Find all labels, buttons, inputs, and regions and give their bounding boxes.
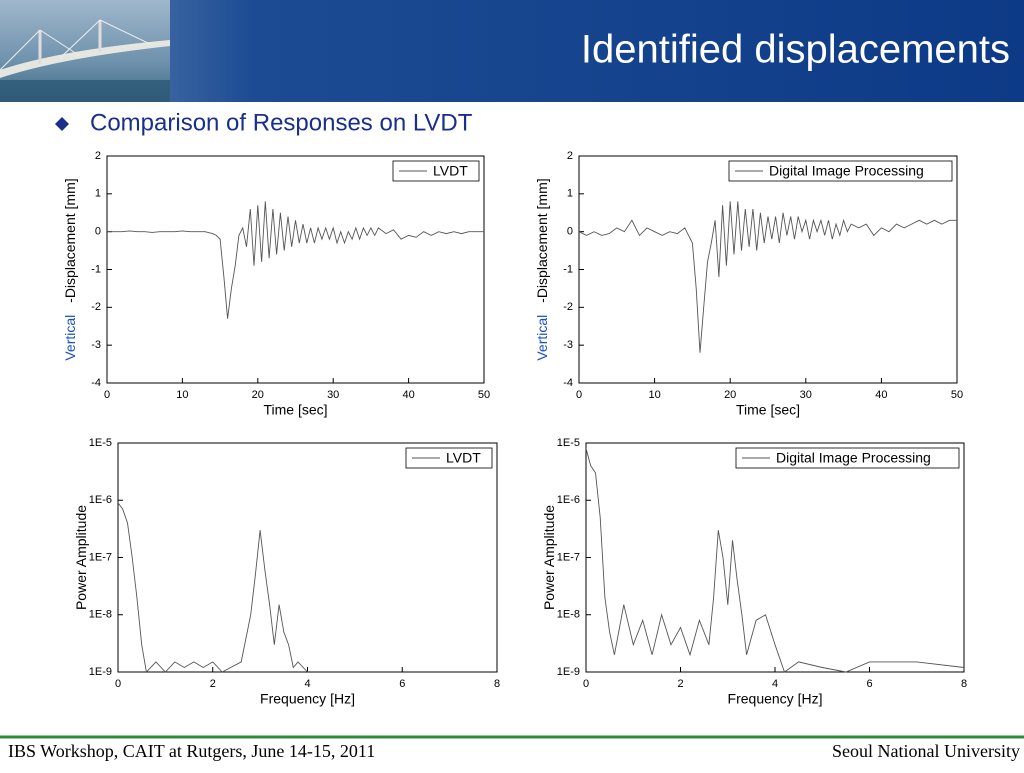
x-tick-label: 6 xyxy=(866,678,872,690)
y-axis-label-main: Power Amplitude xyxy=(73,505,89,610)
y-tick-label: -2 xyxy=(563,301,573,313)
y-axis-label: Power Amplitude xyxy=(73,505,89,610)
x-tick-label: 4 xyxy=(304,678,310,690)
x-tick-label: 20 xyxy=(252,389,264,401)
plot-frame xyxy=(578,155,958,384)
x-tick-label: 8 xyxy=(494,678,500,690)
x-tick-label: 30 xyxy=(327,389,339,401)
series-line xyxy=(118,502,308,673)
y-axis-label: Vertical -Displacement [mm] xyxy=(62,178,78,360)
legend-box xyxy=(392,160,480,182)
x-tick-label: 0 xyxy=(576,389,582,401)
y-tick-label: -2 xyxy=(91,301,101,313)
x-tick-label: 8 xyxy=(961,678,967,690)
y-tick-label: 1E-5 xyxy=(557,437,580,449)
slide-title: Identified displacements xyxy=(581,28,1010,72)
x-tick-label: 2 xyxy=(677,678,683,690)
bullet-icon xyxy=(55,117,69,131)
plot-frame xyxy=(117,442,498,673)
x-tick-label: 20 xyxy=(724,389,736,401)
y-axis-label-main: -Displacement [mm] xyxy=(534,178,550,302)
x-axis-label: Frequency [Hz] xyxy=(728,691,823,707)
y-tick-label: 1E-8 xyxy=(89,609,112,621)
legend-label: Digital Image Processing xyxy=(776,450,931,466)
y-tick-label: 0 xyxy=(567,226,573,238)
y-axis-label: Power Amplitude xyxy=(541,505,557,610)
y-axis-label-main: -Displacement [mm] xyxy=(62,178,78,302)
x-tick-label: 50 xyxy=(478,389,490,401)
x-tick-label: 2 xyxy=(210,678,216,690)
y-tick-label: -1 xyxy=(91,263,101,275)
x-tick-label: 30 xyxy=(800,389,812,401)
x-tick-label: 10 xyxy=(648,389,660,401)
footer-left: IBS Workshop, CAIT at Rutgers, June 14-1… xyxy=(8,741,375,761)
y-tick-label: 1E-8 xyxy=(557,609,580,621)
footer-right: Seoul National University xyxy=(832,741,1020,761)
y-tick-label: 1 xyxy=(567,188,573,200)
y-tick-label: -4 xyxy=(91,377,101,389)
y-tick-label: 2 xyxy=(95,150,101,162)
y-tick-label: 0 xyxy=(95,226,101,238)
header-photo xyxy=(0,0,170,102)
legend-box xyxy=(735,447,960,469)
x-tick-label: 6 xyxy=(399,678,405,690)
legend-label: LVDT xyxy=(433,163,468,179)
x-tick-label: 4 xyxy=(772,678,778,690)
y-axis-label-main: Power Amplitude xyxy=(541,505,557,610)
y-axis-label-prefix: Vertical xyxy=(62,315,78,361)
y-tick-label: 1E-9 xyxy=(557,666,580,678)
y-tick-label: -3 xyxy=(91,339,101,351)
y-tick-label: -4 xyxy=(563,377,573,389)
bullet-text: Comparison of Responses on LVDT xyxy=(90,109,473,136)
y-tick-label: 1E-5 xyxy=(89,437,112,449)
x-tick-label: 0 xyxy=(104,389,110,401)
y-tick-label: 1E-7 xyxy=(557,551,580,563)
plot-frame xyxy=(585,442,965,673)
y-tick-label: -3 xyxy=(563,339,573,351)
x-tick-label: 50 xyxy=(951,389,963,401)
y-tick-label: 1E-9 xyxy=(89,666,112,678)
y-tick-label: 1E-6 xyxy=(557,494,580,506)
x-tick-label: 0 xyxy=(583,678,589,690)
series-line xyxy=(107,201,484,319)
y-tick-label: 2 xyxy=(567,150,573,162)
x-axis-label: Frequency [Hz] xyxy=(260,691,355,707)
y-axis-label: Vertical -Displacement [mm] xyxy=(534,178,550,360)
x-tick-label: 40 xyxy=(875,389,887,401)
legend-label: Digital Image Processing xyxy=(769,163,924,179)
x-tick-label: 10 xyxy=(176,389,188,401)
y-tick-label: 1E-6 xyxy=(89,494,112,506)
series-line xyxy=(579,201,957,353)
y-tick-label: 1E-7 xyxy=(89,551,112,563)
legend-label: LVDT xyxy=(446,450,481,466)
y-tick-label: -1 xyxy=(563,263,573,275)
header-band xyxy=(0,0,1024,102)
x-tick-label: 40 xyxy=(402,389,414,401)
x-axis-label: Time [sec] xyxy=(736,402,800,418)
legend-box xyxy=(728,160,953,182)
legend-box xyxy=(405,447,493,469)
x-axis-label: Time [sec] xyxy=(263,402,327,418)
series-line xyxy=(586,448,964,673)
x-tick-label: 0 xyxy=(115,678,121,690)
y-axis-label-prefix: Vertical xyxy=(534,315,550,361)
y-tick-label: 1 xyxy=(95,188,101,200)
plot-frame xyxy=(106,155,485,384)
